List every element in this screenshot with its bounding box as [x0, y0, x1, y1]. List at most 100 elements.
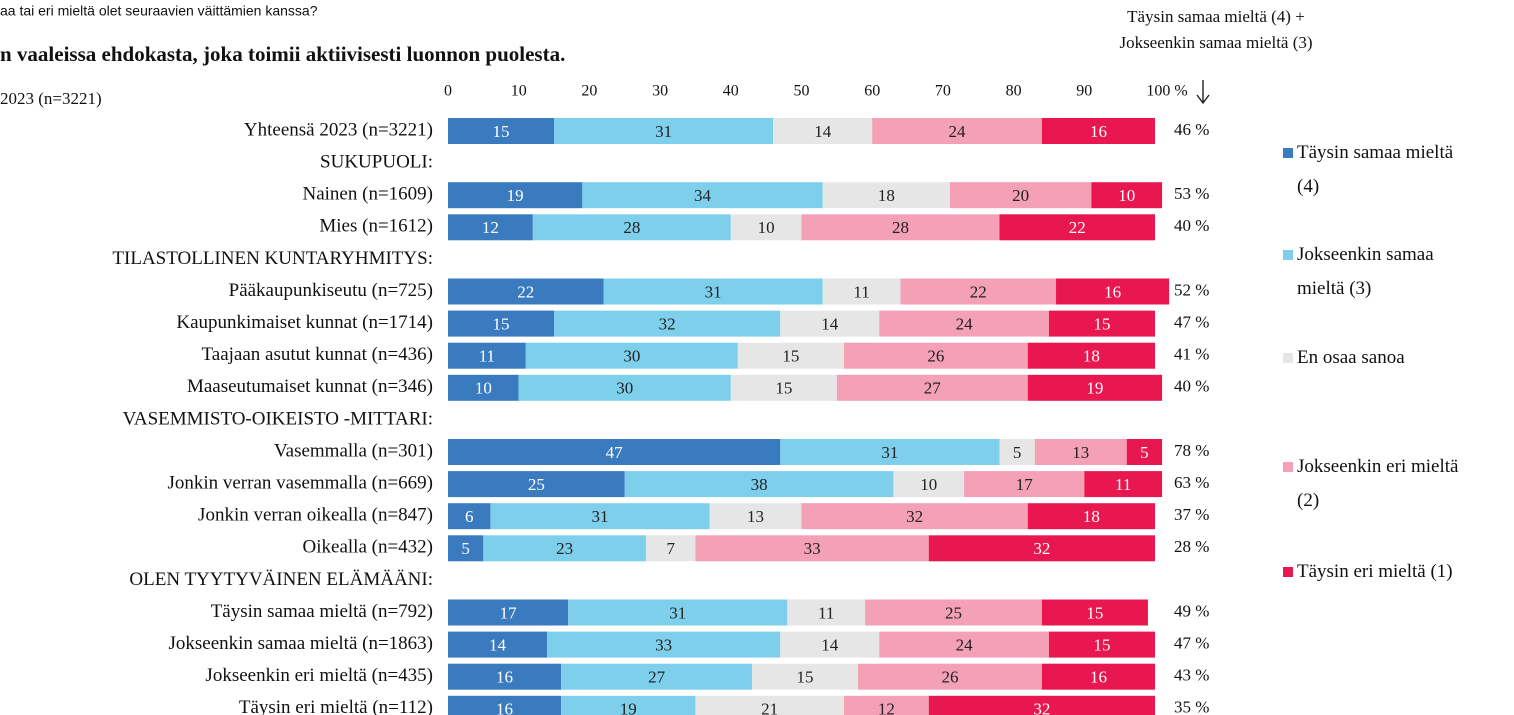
bar-segment [448, 535, 484, 562]
bar-segment [448, 631, 547, 658]
data-label: 15 [1086, 603, 1103, 622]
bar-segment [1091, 182, 1163, 209]
bar-segment [865, 599, 1042, 626]
bar-segment [532, 214, 731, 241]
data-label: 16 [1090, 668, 1107, 687]
bar-segment [1041, 118, 1155, 144]
y-tick-label: Vasemmalla (n=301) [274, 440, 433, 461]
y-tick-label: SUKUPUOLI: [320, 151, 433, 172]
legend-swatch [1283, 462, 1293, 472]
legend-label: Täysin samaa mieltä (4) [1297, 142, 1454, 197]
bar-segment [780, 631, 880, 658]
data-label: 24 [956, 315, 974, 334]
data-label: 15 [1093, 636, 1110, 655]
bar-segment [603, 278, 823, 305]
bar-segment [999, 214, 1155, 241]
bar-segment [872, 118, 1042, 144]
data-label: 10 [1118, 186, 1135, 205]
data-label: 26 [927, 347, 944, 366]
x-tick-label: 60 [864, 83, 880, 100]
data-label: 33 [804, 539, 821, 558]
data-label: 27 [924, 379, 942, 398]
total-label: 41 % [1174, 345, 1209, 364]
data-label: 22 [1069, 218, 1086, 237]
bar-segment [843, 342, 1028, 369]
bar-segment [546, 631, 781, 658]
data-label: 18 [878, 186, 895, 205]
data-label: 14 [489, 636, 507, 655]
y-tick-label: Täysin samaa mieltä (n=792) [211, 601, 433, 622]
bar-segment [1027, 342, 1155, 369]
bar-segment [568, 599, 788, 626]
data-label: 13 [747, 507, 764, 526]
data-label: 23 [556, 539, 573, 558]
legend-swatch [1283, 567, 1293, 577]
bar-segment [801, 214, 1000, 241]
data-label: 19 [507, 186, 524, 205]
data-label: 5 [1013, 443, 1022, 462]
legend-label: Jokseenkin samaa mieltä (3) [1297, 244, 1434, 299]
x-tick-label: 40 [723, 83, 739, 100]
bar-segment [448, 503, 491, 530]
data-label: 28 [892, 218, 909, 237]
data-label: 15 [775, 379, 792, 398]
bar-segment [1126, 439, 1163, 465]
data-label: 20 [1012, 186, 1029, 205]
data-label: 28 [623, 218, 640, 237]
data-label: 16 [496, 700, 513, 715]
bar-segment [822, 182, 950, 209]
bar-segment [780, 439, 1000, 465]
bar-segment [730, 374, 837, 401]
data-label: 11 [1115, 475, 1131, 494]
bar-segment [645, 535, 696, 562]
bar-segment [525, 342, 738, 369]
bar-segment [999, 439, 1035, 465]
data-label: 6 [465, 507, 474, 526]
bar-segment [448, 599, 569, 626]
y-tick-label: Täysin eri mieltä (n=112) [239, 697, 433, 715]
bar-segment [448, 342, 526, 369]
data-label: 12 [482, 218, 499, 237]
data-label: 22 [970, 282, 987, 301]
data-label: 11 [479, 347, 495, 366]
data-label: 11 [818, 603, 834, 622]
data-label: 10 [475, 379, 492, 398]
data-label: 11 [853, 282, 869, 301]
total-label: 47 % [1174, 313, 1209, 332]
data-label: 34 [694, 186, 712, 205]
legend-swatch [1283, 148, 1293, 158]
bar-segment [448, 439, 781, 465]
bar-segment [964, 471, 1085, 498]
total-label: 40 % [1174, 377, 1209, 396]
total-label: 53 % [1174, 184, 1209, 203]
y-tick-label: Yhteensä 2023 (n=3221) [244, 119, 433, 140]
bar-segment [695, 695, 844, 715]
bar-segment [836, 374, 1028, 401]
data-label: 10 [758, 218, 775, 237]
bar-segment [1034, 439, 1127, 465]
total-label: 47 % [1174, 634, 1209, 653]
total-label: 46 % [1174, 120, 1209, 139]
data-label: 14 [821, 315, 839, 334]
bar-segment [448, 374, 519, 401]
bar-segment [1048, 631, 1155, 658]
bar-segment [483, 535, 646, 562]
bar-segment [582, 182, 823, 209]
bar-segment [787, 599, 866, 626]
y-tick-label: Jonkin verran oikealla (n=847) [198, 505, 433, 526]
data-label: 18 [1083, 347, 1100, 366]
bar-segment [773, 118, 873, 144]
total-label: 35 % [1174, 698, 1209, 715]
total-label: 28 % [1174, 537, 1209, 556]
bar-segment [448, 214, 533, 241]
data-label: 25 [945, 603, 962, 622]
y-tick-label: TILASTOLLINEN KUNTARYHMITYS: [112, 248, 433, 269]
bar-segment [1041, 663, 1155, 690]
bar-segment [1027, 374, 1163, 401]
legend-label: Jokseenkin eri mieltä (2) [1297, 456, 1459, 511]
x-tick-label: 0 [444, 83, 452, 100]
bar-segment [709, 503, 802, 530]
bar-segment [490, 503, 710, 530]
y-tick-label: Maaseutumaiset kunnat (n=346) [187, 376, 433, 397]
arrow [1196, 80, 1210, 105]
